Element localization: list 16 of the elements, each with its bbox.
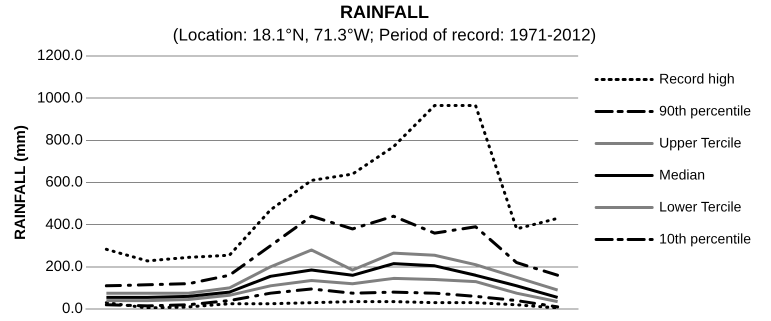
chart-title: RAINFALL bbox=[340, 2, 429, 22]
y-tick-label: 400.0 bbox=[45, 216, 83, 233]
y-tick-label: 600.0 bbox=[45, 174, 83, 191]
y-axis-title: RAINFALL (mm) bbox=[12, 125, 30, 240]
legend-label: Lower Tercile bbox=[659, 198, 742, 214]
legend-label: 10th percentile bbox=[659, 230, 752, 246]
legend-label: Record high bbox=[659, 70, 735, 86]
legend-label: Median bbox=[659, 166, 706, 182]
chart-subtitle: (Location: 18.1°N, 71.3°W; Period of record: 1971-2012) bbox=[172, 25, 596, 44]
y-tick-label: 0.0 bbox=[62, 300, 83, 318]
y-tick-label: 1200.0 bbox=[36, 47, 83, 64]
legend-label: 90th percentile bbox=[659, 102, 752, 118]
y-tick-label: 1000.0 bbox=[36, 89, 83, 106]
legend-label: Upper Tercile bbox=[659, 134, 742, 150]
y-tick-label: 200.0 bbox=[45, 258, 83, 275]
y-tick-label: 800.0 bbox=[45, 131, 83, 148]
